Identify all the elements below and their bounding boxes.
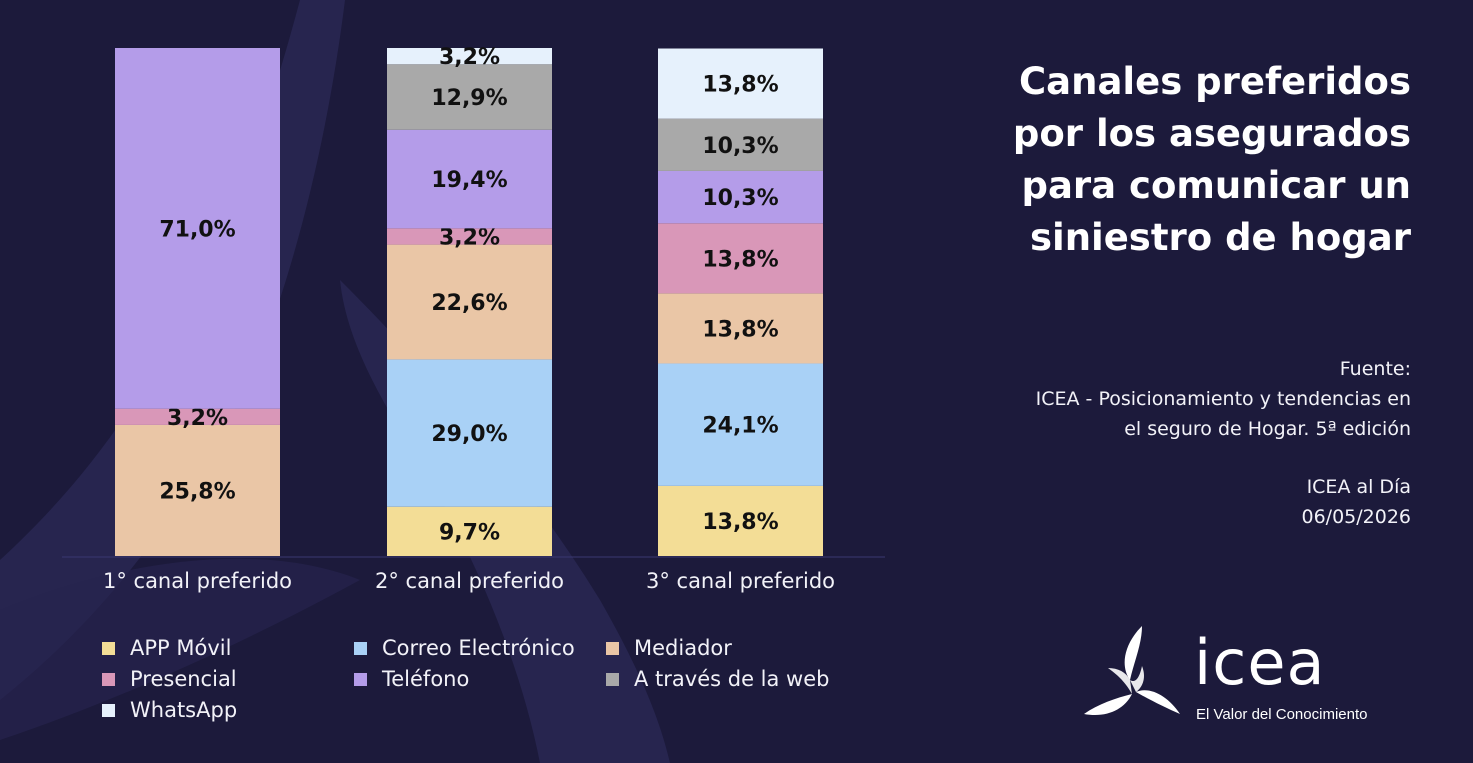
legend-label: Correo Electrónico xyxy=(382,636,575,660)
source-note: Fuente: ICEA - Posicionamiento y tendenc… xyxy=(891,354,1411,444)
data-label: 71,0% xyxy=(159,217,235,242)
data-label: 10,3% xyxy=(702,186,778,211)
legend-item: APP Móvil xyxy=(102,636,231,660)
legend-swatch xyxy=(102,672,115,686)
bar-segment xyxy=(658,293,823,364)
legend-item: Mediador xyxy=(606,636,732,660)
legend-item: Correo Electrónico xyxy=(354,636,575,660)
icea-logo-icon xyxy=(1084,626,1180,716)
bar-segment xyxy=(387,64,552,130)
bar-segment xyxy=(658,118,823,171)
source-line-1: ICEA - Posicionamiento y tendencias en xyxy=(1035,388,1411,410)
data-label: 13,8% xyxy=(702,247,778,272)
legend-label: WhatsApp xyxy=(130,698,238,722)
publication-date: 06/05/2026 xyxy=(1301,506,1411,528)
legend-swatch xyxy=(354,641,367,655)
data-label: 13,8% xyxy=(702,317,778,342)
bar-segment xyxy=(115,48,280,409)
legend-item: Presencial xyxy=(102,667,237,691)
category-label: 3° canal preferido xyxy=(646,569,835,593)
bar-segment xyxy=(387,359,552,507)
category-label: 2° canal preferido xyxy=(375,569,564,593)
category-label: 1° canal preferido xyxy=(103,569,292,593)
data-label: 3,2% xyxy=(439,45,500,70)
bar-segment xyxy=(658,170,823,224)
bar-segment xyxy=(387,228,552,245)
bar-segment xyxy=(658,223,823,294)
bar-segment xyxy=(387,506,552,556)
legend-label: Teléfono xyxy=(382,667,470,691)
data-label: 3,2% xyxy=(439,225,500,250)
bar-segment xyxy=(658,485,823,556)
data-label: 25,8% xyxy=(159,479,235,504)
bar-segment xyxy=(387,244,552,360)
bar-segment xyxy=(387,48,552,65)
legend-label: Mediador xyxy=(634,636,732,660)
publication-name: ICEA al Día xyxy=(1306,476,1411,498)
data-label: 3,2% xyxy=(167,406,228,431)
legend-swatch xyxy=(606,641,619,655)
legend-label: APP Móvil xyxy=(130,636,232,660)
bar-segment xyxy=(115,408,280,425)
data-label: 19,4% xyxy=(431,168,507,193)
data-label: 12,9% xyxy=(431,86,507,111)
data-label: 22,6% xyxy=(431,291,507,316)
legend-item: A través de la web xyxy=(606,667,829,691)
bar-segment xyxy=(658,48,823,119)
page-title: Canales preferidos por los asegurados pa… xyxy=(1012,60,1411,259)
source-label: Fuente: xyxy=(1339,358,1411,380)
legend-item: Teléfono xyxy=(354,667,469,691)
legend-swatch xyxy=(102,703,115,717)
data-label: 29,0% xyxy=(431,422,507,447)
data-label: 13,8% xyxy=(702,73,778,98)
data-label: 10,3% xyxy=(702,134,778,159)
legend-swatch xyxy=(102,641,115,655)
legend-swatch xyxy=(606,672,619,686)
bar-segment xyxy=(658,363,823,486)
legend-label: Presencial xyxy=(130,667,237,691)
bar-segment xyxy=(387,129,552,229)
logo-tagline: El Valor del Conocimiento xyxy=(1196,706,1368,723)
legend-item: WhatsApp xyxy=(102,698,237,722)
icea-logo: icea El Valor del Conocimiento xyxy=(1080,622,1420,732)
legend-swatch xyxy=(354,672,367,686)
source-line-2: el seguro de Hogar. 5ª edición xyxy=(1124,418,1411,440)
data-label: 13,8% xyxy=(702,510,778,535)
data-label: 24,1% xyxy=(702,414,778,439)
legend-label: A través de la web xyxy=(634,667,830,691)
bar-segment xyxy=(115,424,280,556)
stacked-bar-chart: 25,8% 3,2% 71,0% 1° canal preferido 9,7% 29,0… xyxy=(62,45,885,593)
data-label: 9,7% xyxy=(439,520,500,545)
logo-wordmark: icea xyxy=(1194,626,1326,699)
publication-info: ICEA al Día 06/05/2026 xyxy=(1111,472,1411,532)
